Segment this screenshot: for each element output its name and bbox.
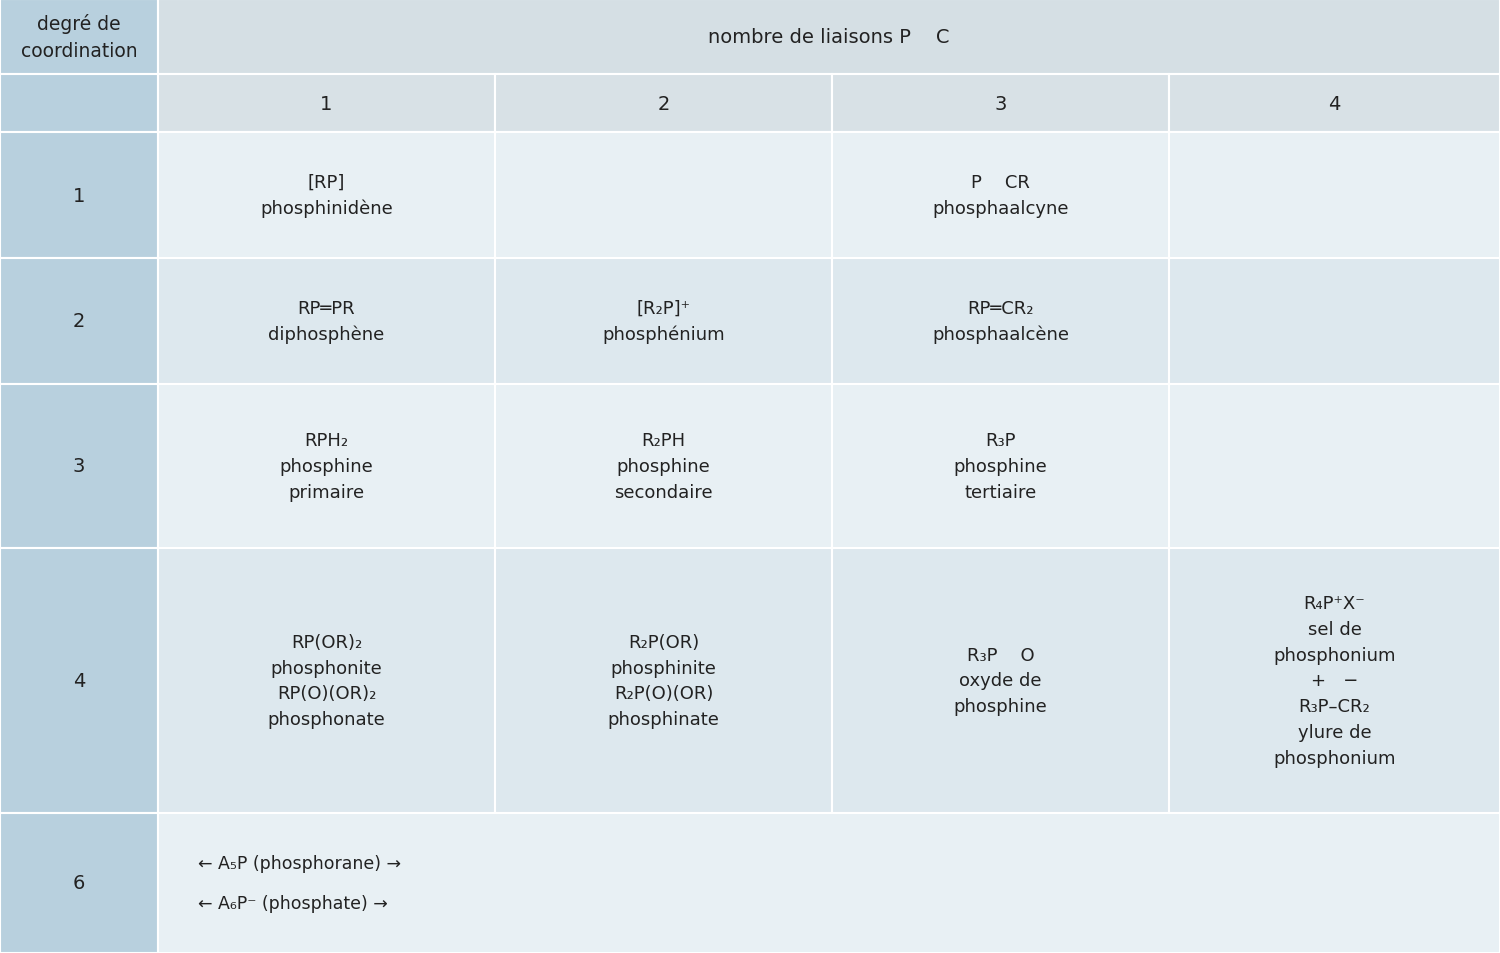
Text: 1: 1 — [321, 94, 333, 113]
Bar — [1168, 258, 1500, 385]
Bar — [158, 813, 1500, 953]
Text: R₃P    O
oxyde de
phosphine: R₃P O oxyde de phosphine — [954, 646, 1047, 716]
Text: RP═CR₂
phosphaalcène: RP═CR₂ phosphaalcène — [932, 299, 1070, 344]
Bar — [495, 75, 832, 132]
Bar — [158, 258, 495, 385]
Text: P    CR
phosphaalcyne: P CR phosphaalcyne — [932, 174, 1068, 217]
Bar — [0, 813, 158, 953]
Bar — [833, 258, 1168, 385]
Text: RP(OR)₂
phosphonite
RP(O)(OR)₂
phosphonate: RP(OR)₂ phosphonite RP(O)(OR)₂ phosphona… — [267, 634, 386, 728]
Bar — [833, 385, 1168, 548]
Text: R₄P⁺X⁻
sel de
phosphonium
+   −
R₃P–CR₂
ylure de
phosphonium: R₄P⁺X⁻ sel de phosphonium + − R₃P–CR₂ yl… — [1274, 595, 1395, 767]
Text: 3: 3 — [994, 94, 1006, 113]
Text: R₃P
phosphine
tertiaire: R₃P phosphine tertiaire — [954, 432, 1047, 501]
Text: ← A₆P⁻ (phosphate) →: ← A₆P⁻ (phosphate) → — [198, 894, 387, 912]
Text: ← A₅P (phosphorane) →: ← A₅P (phosphorane) → — [198, 855, 400, 873]
Bar — [495, 385, 832, 548]
Text: RPH₂
phosphine
primaire: RPH₂ phosphine primaire — [279, 432, 374, 501]
Text: 4: 4 — [74, 671, 86, 690]
Bar — [0, 548, 158, 813]
Text: [R₂P]⁺
phosphénium: [R₂P]⁺ phosphénium — [602, 299, 724, 344]
Bar — [495, 132, 832, 258]
Text: nombre de liaisons P    C: nombre de liaisons P C — [708, 28, 950, 47]
Bar — [158, 75, 495, 132]
Text: 6: 6 — [74, 874, 86, 893]
Bar — [158, 548, 495, 813]
Bar — [0, 258, 158, 385]
Bar — [1168, 132, 1500, 258]
Text: 2: 2 — [74, 313, 86, 331]
Bar — [0, 385, 158, 548]
Bar — [1168, 385, 1500, 548]
Bar — [1168, 548, 1500, 813]
Bar — [1168, 75, 1500, 132]
Bar — [158, 0, 1500, 75]
Text: [RP]
phosphinidène: [RP] phosphinidène — [260, 173, 393, 218]
Text: 4: 4 — [1329, 94, 1341, 113]
Bar — [495, 548, 832, 813]
Bar — [495, 258, 832, 385]
Bar — [833, 75, 1168, 132]
Bar — [833, 132, 1168, 258]
Text: RP═PR
diphosphène: RP═PR diphosphène — [268, 299, 384, 344]
Text: degré de
coordination: degré de coordination — [21, 14, 138, 61]
Text: 2: 2 — [657, 94, 669, 113]
Text: 1: 1 — [74, 186, 86, 205]
Bar — [833, 548, 1168, 813]
Bar — [0, 132, 158, 258]
Text: R₂P(OR)
phosphinite
R₂P(O)(OR)
phosphinate: R₂P(OR) phosphinite R₂P(O)(OR) phosphina… — [608, 634, 720, 728]
Bar — [158, 132, 495, 258]
Text: R₂PH
phosphine
secondaire: R₂PH phosphine secondaire — [614, 432, 712, 501]
Text: 3: 3 — [74, 457, 86, 476]
Bar — [158, 385, 495, 548]
Bar — [0, 75, 158, 132]
Bar — [0, 0, 158, 75]
